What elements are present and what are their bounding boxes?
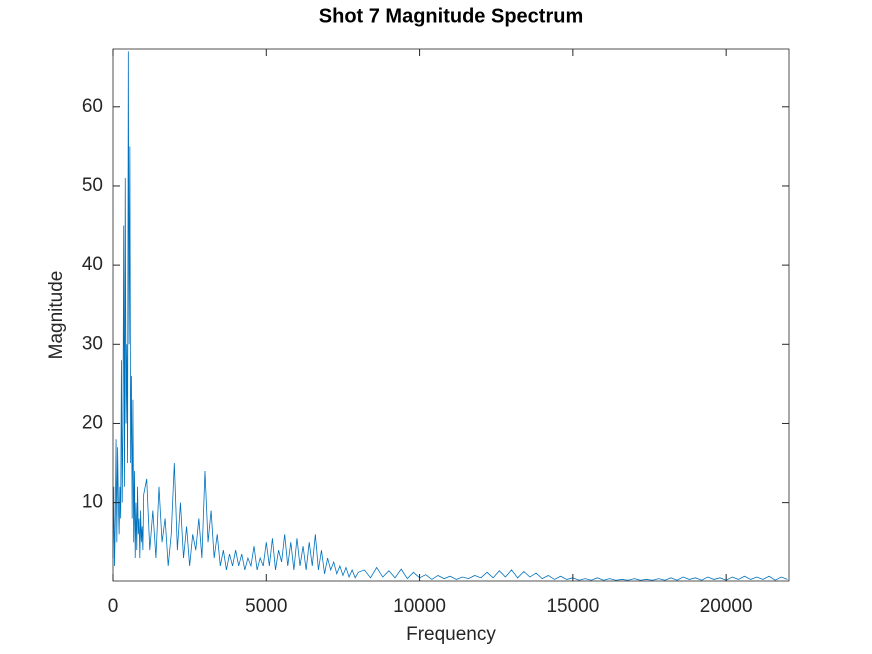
y-tick-label: 40 bbox=[82, 254, 103, 275]
y-tick-label: 30 bbox=[82, 333, 103, 354]
chart-title: Shot 7 Magnitude Spectrum bbox=[319, 5, 583, 27]
spectrum-line bbox=[112, 51, 788, 581]
y-tick-label: 10 bbox=[82, 492, 103, 513]
y-tick-label: 50 bbox=[82, 175, 103, 196]
y-tick-label: 60 bbox=[82, 96, 103, 117]
axes-box bbox=[112, 48, 790, 582]
y-tick-label: 20 bbox=[82, 412, 103, 433]
x-tick-label: 15000 bbox=[546, 596, 599, 617]
x-tick-label: 0 bbox=[108, 596, 119, 617]
x-tick-label: 10000 bbox=[393, 596, 446, 617]
x-axis-label: Frequency bbox=[406, 624, 496, 645]
x-tick-label: 20000 bbox=[700, 596, 753, 617]
x-tick-label: 5000 bbox=[245, 596, 287, 617]
y-axis-label: Magnitude bbox=[46, 271, 67, 360]
